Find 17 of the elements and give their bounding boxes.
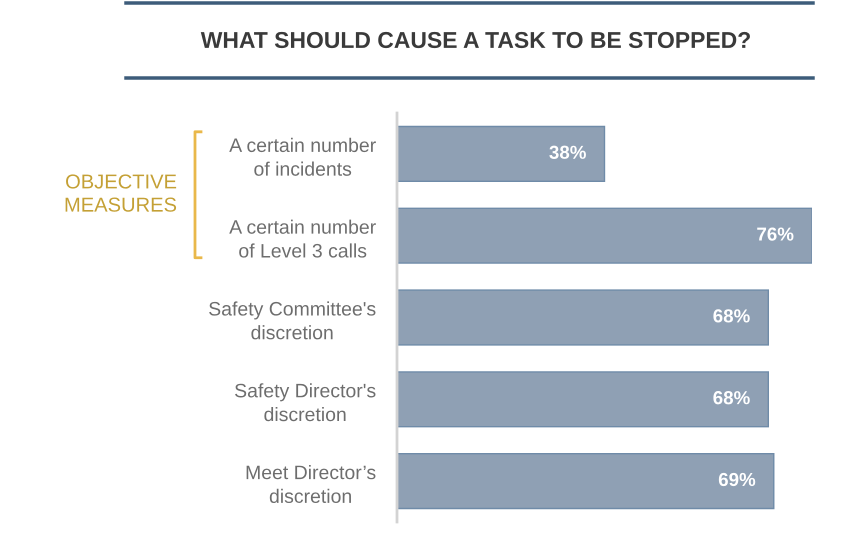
bar [397, 208, 812, 264]
bar [397, 126, 606, 182]
data-label: 69% [718, 472, 756, 486]
y-tick-label: Meet Director’s discretion [246, 464, 376, 504]
y-tick-label: A certain number of incidents [229, 138, 376, 176]
y-tick-label: A certain number of Level 3 calls [229, 220, 376, 258]
data-label: 68% [713, 391, 750, 404]
bar [397, 289, 770, 346]
y-tick-label: Safety Committee's discretion [209, 301, 376, 340]
data-label: 76% [757, 227, 794, 241]
chart-title: WHAT SHOULD CAUSE A TASK TO BE STOPPED? [200, 32, 750, 48]
bar [397, 371, 770, 428]
data-label: 38% [549, 146, 586, 159]
y-tick-label: Safety Director's discretion [235, 383, 376, 422]
text: OBJECTIVE MEASURES [66, 174, 176, 212]
data-label: 68% [713, 309, 750, 323]
bar [397, 453, 774, 510]
